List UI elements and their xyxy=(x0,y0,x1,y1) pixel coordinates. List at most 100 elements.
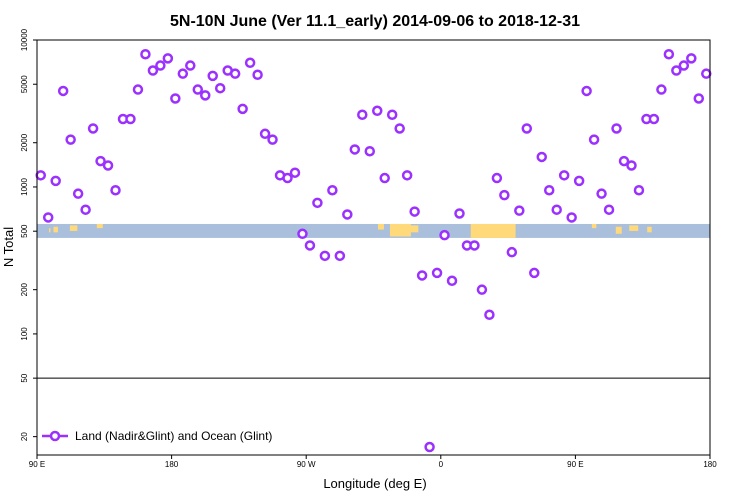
data-point xyxy=(648,113,660,125)
y-tick-label: 500 xyxy=(20,224,29,238)
map-strip-ocean xyxy=(37,223,710,238)
data-point xyxy=(80,204,91,215)
x-tick-label: 90 E xyxy=(567,460,583,469)
map-strip-land xyxy=(591,223,597,229)
data-point xyxy=(87,123,99,134)
data-point xyxy=(319,250,331,262)
data-point xyxy=(192,84,204,95)
x-tick-label: 0 xyxy=(439,460,444,469)
y-tick-label: 100 xyxy=(20,327,29,341)
map-strip-land xyxy=(615,226,622,234)
data-point xyxy=(185,60,196,71)
data-point xyxy=(394,123,405,134)
data-point xyxy=(596,188,607,199)
map-strip-land xyxy=(48,228,51,233)
data-point xyxy=(618,155,630,167)
data-point xyxy=(416,270,428,281)
legend: Land (Nadir&Glint) and Ocean (Glint) xyxy=(42,429,272,443)
data-point xyxy=(259,128,271,140)
data-point xyxy=(50,175,61,187)
data-point xyxy=(95,155,106,167)
data-point xyxy=(611,123,622,134)
data-point xyxy=(312,197,323,209)
y-tick-label: 20 xyxy=(20,432,29,441)
data-point xyxy=(671,65,682,76)
data-point xyxy=(289,167,301,178)
legend-label: Land (Nadir&Glint) and Ocean (Glint) xyxy=(75,429,272,443)
y-tick-label: 5000 xyxy=(20,75,29,93)
x-axis: 90 E 180 90 W 0 90 E 180 xyxy=(29,455,717,469)
data-point xyxy=(484,309,495,321)
data-point xyxy=(663,48,675,60)
y-tick-label: 200 xyxy=(20,282,29,296)
plot-background xyxy=(37,40,710,455)
data-point xyxy=(267,134,278,145)
data-point xyxy=(491,172,503,184)
data-point xyxy=(446,275,458,287)
data-point xyxy=(214,82,226,94)
data-point xyxy=(656,84,667,95)
data-point xyxy=(349,144,361,155)
x-axis-label: Longitude (deg E) xyxy=(323,476,426,491)
x-tick-label: 90 W xyxy=(297,460,316,469)
data-point xyxy=(297,228,308,240)
data-point xyxy=(701,68,712,79)
data-point xyxy=(543,184,555,196)
data-point xyxy=(237,103,248,115)
y-axis-label: N Total xyxy=(1,227,16,267)
data-point xyxy=(327,184,338,196)
data-point xyxy=(469,240,480,251)
data-point xyxy=(588,134,600,145)
data-point xyxy=(454,208,465,219)
y-axis: 10000 5000 2000 1000 500 200 100 50 20 xyxy=(20,28,37,441)
data-point xyxy=(379,172,390,184)
data-point xyxy=(566,212,577,223)
data-point xyxy=(476,284,488,295)
map-strip-land xyxy=(647,226,652,233)
data-point xyxy=(693,93,705,104)
data-point xyxy=(72,188,84,199)
map-strip xyxy=(37,223,710,238)
x-tick-label: 90 E xyxy=(29,460,45,469)
x-tick-label: 180 xyxy=(165,460,179,469)
data-point xyxy=(603,204,615,215)
data-point xyxy=(125,113,136,125)
data-point xyxy=(439,229,450,241)
map-strip-land xyxy=(470,223,516,238)
data-point xyxy=(334,250,346,262)
data-point xyxy=(626,160,637,171)
data-point xyxy=(581,85,592,97)
data-point xyxy=(401,170,413,181)
data-point xyxy=(155,60,166,71)
map-strip-land xyxy=(96,223,103,229)
data-point xyxy=(162,53,174,64)
plot-frame xyxy=(36,39,711,456)
data-point xyxy=(551,204,562,215)
data-point xyxy=(357,109,368,120)
data-point xyxy=(431,267,443,279)
data-point xyxy=(252,69,263,81)
map-strip-land xyxy=(377,223,384,230)
chart-title: 5N-10N June (Ver 11.1_early) 2014-09-06 … xyxy=(170,13,580,30)
data-point xyxy=(633,184,645,196)
data-point xyxy=(229,68,241,79)
y-tick-label: 50 xyxy=(20,373,29,382)
data-point xyxy=(102,160,114,171)
data-point xyxy=(558,170,570,181)
y-tick-label: 2000 xyxy=(20,133,29,151)
data-point xyxy=(132,84,144,95)
data-point xyxy=(424,441,435,453)
x-tick-label: 180 xyxy=(703,460,717,469)
data-point xyxy=(170,93,181,104)
data-point xyxy=(342,209,353,220)
data-point xyxy=(678,60,690,71)
y-tick-label: 1000 xyxy=(20,178,29,196)
data-point xyxy=(686,53,697,64)
data-point xyxy=(282,172,293,184)
y-tick-label: 10000 xyxy=(20,28,29,51)
map-strip-land xyxy=(69,225,78,231)
data-point xyxy=(200,90,211,101)
map-strip-land xyxy=(409,225,419,233)
data-point xyxy=(364,145,376,157)
